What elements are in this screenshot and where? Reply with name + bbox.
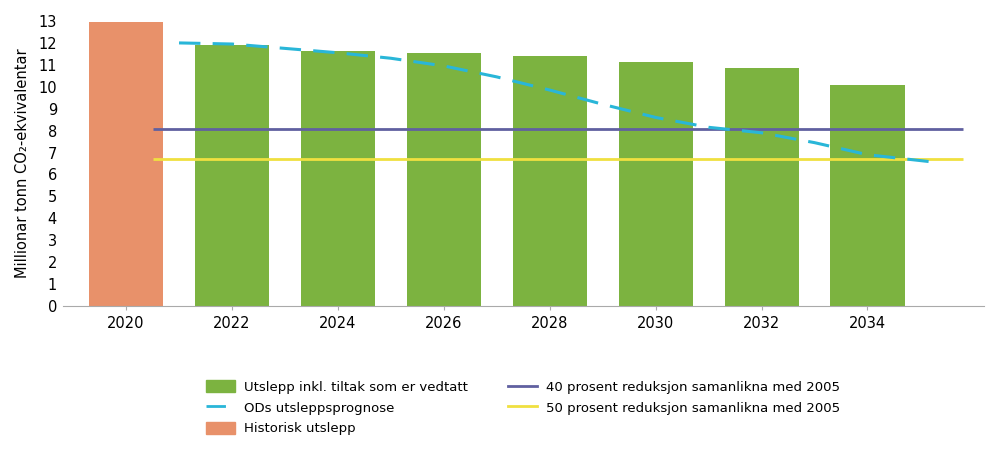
Legend: Utslepp inkl. tiltak som er vedtatt, ODs utsleppsprognose, Historisk utslepp, 40: Utslepp inkl. tiltak som er vedtatt, ODs… — [201, 375, 845, 440]
Y-axis label: Millionar tonn CO₂-ekvivalentar: Millionar tonn CO₂-ekvivalentar — [15, 49, 30, 278]
Bar — [89, 22, 163, 306]
Bar — [301, 51, 375, 306]
Bar — [195, 45, 269, 306]
Bar — [724, 68, 798, 306]
Bar — [618, 61, 692, 306]
Bar — [512, 56, 586, 306]
Bar — [830, 85, 904, 306]
Bar — [407, 53, 481, 306]
